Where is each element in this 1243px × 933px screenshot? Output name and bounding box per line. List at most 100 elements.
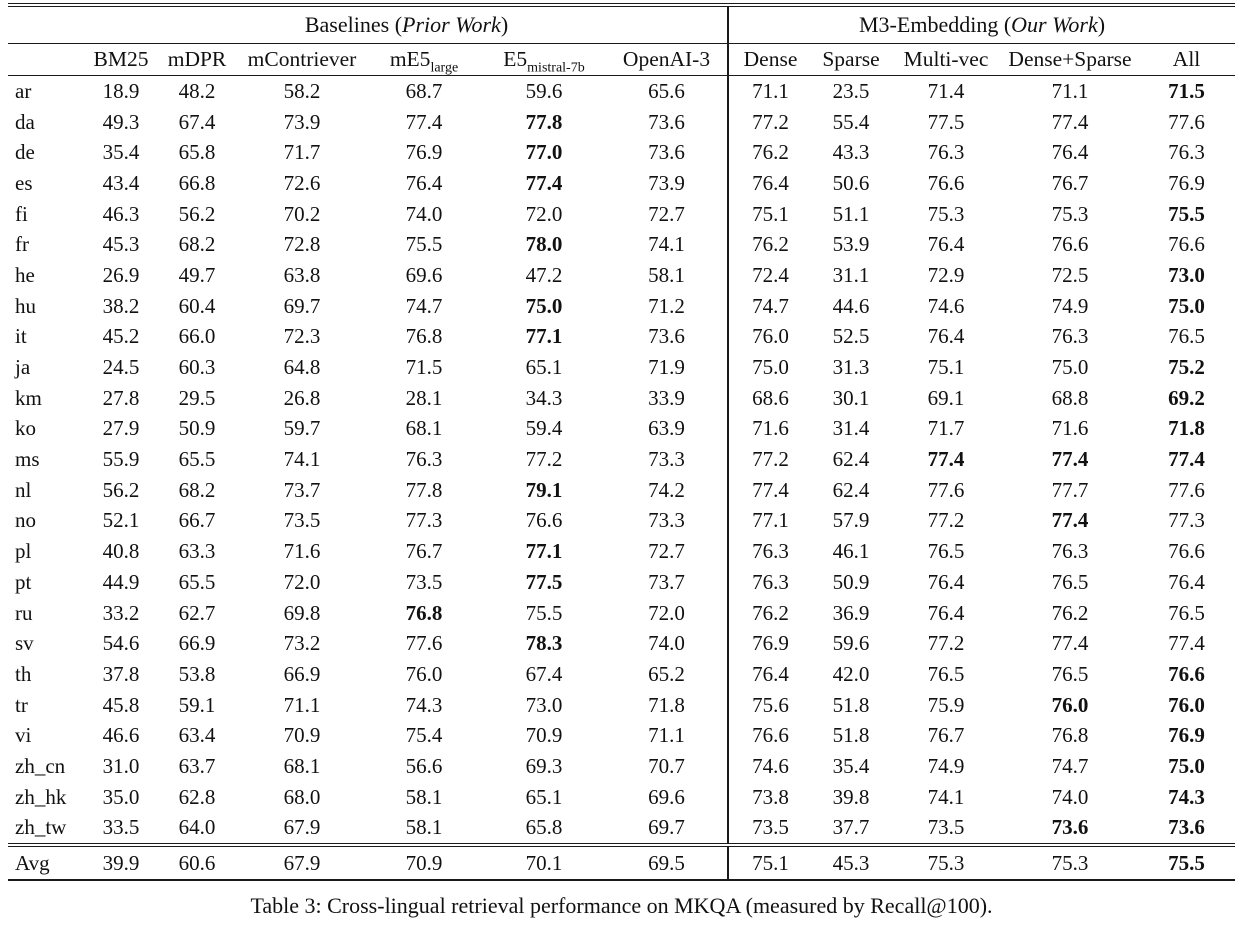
value-cell: 23.5 — [832, 78, 870, 103]
column-label: BM25 — [93, 47, 149, 71]
value-cell: 53.9 — [832, 232, 870, 257]
value-cell: 47.2 — [525, 262, 563, 287]
value-cell: 46.6 — [102, 723, 140, 748]
value-cell: 65.1 — [525, 784, 563, 809]
table-row-zh_tw: zh_tw 33.5 64.0 67.9 58.1 65.8 69.7 73.5 37.7 73.… — [8, 812, 1235, 846]
value-cell: 73.5 — [283, 508, 321, 533]
value-cell: 77.2 — [927, 631, 965, 656]
results-table: Baselines (Prior Work) M3-Embedding (Our … — [8, 3, 1236, 882]
value-cell: 72.7 — [648, 539, 685, 564]
column-label: mE5 — [389, 47, 431, 71]
table-row-es: es 43.4 66.8 72.6 76.4 77.4 73.9 76.4 50.6 76.6 76… — [8, 168, 1235, 199]
column-header-sparse: Sparse — [812, 43, 891, 76]
column-label: E5 — [503, 47, 528, 71]
value-cell: 54.6 — [102, 631, 140, 656]
value-cell: 68.6 — [727, 382, 813, 414]
table-row-sv: sv 54.6 66.9 73.2 77.6 78.3 74.0 76.9 59.6 77.2 77… — [8, 628, 1235, 660]
value-cell: 76.3 — [927, 140, 965, 165]
value-cell: 76.5 — [927, 539, 965, 564]
value-cell: 76.6 — [927, 170, 965, 195]
table-row-tr: tr 45.8 59.1 71.1 74.3 73.0 71.8 75.6 51.8 75.9 76… — [8, 689, 1235, 721]
value-cell: 76.4 — [927, 232, 965, 257]
value-cell: 77.0 — [525, 140, 563, 165]
value-cell: 77.1 — [727, 505, 813, 537]
row-label: vi — [15, 723, 32, 748]
value-cell: 76.3 — [405, 447, 443, 472]
value-cell: 69.7 — [648, 815, 685, 840]
column-label-subscript: mistral-7b — [527, 60, 585, 76]
column-header-e5: E5mistral-7b — [482, 43, 606, 76]
column-label: mContriever — [247, 47, 357, 71]
value-cell: 68.2 — [178, 232, 216, 257]
value-cell: 27.9 — [102, 416, 140, 441]
table-row-ar: ar 18.9 48.2 58.2 68.7 59.6 65.6 71.1 23.5 71.4 71… — [8, 75, 1235, 107]
value-cell: 51.8 — [832, 692, 870, 717]
column-header-dense: Dense — [727, 43, 813, 76]
value-cell: 75.5 — [1168, 201, 1205, 226]
value-cell: 40.8 — [102, 539, 140, 564]
value-cell: 72.4 — [727, 260, 813, 291]
value-cell: 77.8 — [405, 477, 443, 502]
column-header-dense-sparse: Dense+Sparse — [1002, 43, 1139, 76]
table-caption: Table 3: Cross-lingual retrieval perform… — [250, 893, 993, 918]
row-label: pt — [15, 569, 32, 594]
value-cell: 58.1 — [405, 784, 443, 809]
row-label: he — [15, 262, 35, 287]
value-cell: 77.4 — [1051, 631, 1089, 656]
value-cell: 56.2 — [178, 201, 216, 226]
value-cell: 71.4 — [927, 78, 965, 103]
value-cell: 69.7 — [283, 293, 321, 318]
value-cell: 71.1 — [648, 723, 685, 748]
value-cell: 64.0 — [178, 815, 216, 840]
value-cell: 72.3 — [283, 324, 321, 349]
value-cell: 74.7 — [1051, 753, 1089, 778]
value-cell: 76.2 — [727, 597, 813, 629]
value-cell: 74.1 — [648, 232, 685, 257]
column-label: mDPR — [167, 47, 227, 71]
value-cell: 67.9 — [238, 843, 366, 882]
row-label: ko — [15, 416, 36, 441]
value-cell: 71.1 — [283, 692, 321, 717]
column-header-all: All — [1138, 43, 1236, 76]
value-cell: 71.5 — [1168, 78, 1205, 103]
value-cell: 65.2 — [648, 661, 685, 686]
value-cell: 77.4 — [1168, 631, 1205, 656]
row-label: ms — [15, 447, 40, 472]
value-cell: 62.4 — [832, 477, 870, 502]
value-cell: 63.7 — [178, 753, 216, 778]
value-cell: 70.1 — [482, 843, 606, 882]
value-cell: 27.8 — [102, 385, 140, 410]
value-cell: 59.6 — [525, 78, 563, 103]
value-cell: 33.2 — [102, 600, 140, 625]
value-cell: 76.8 — [405, 324, 443, 349]
value-cell: 75.0 — [1168, 293, 1205, 318]
value-cell: 76.4 — [927, 569, 965, 594]
value-cell: 76.9 — [1168, 723, 1205, 748]
value-cell: 76.5 — [1168, 600, 1205, 625]
table-row-vi: vi 46.6 63.4 70.9 75.4 70.9 71.1 76.6 51.8 76.7 76… — [8, 720, 1235, 752]
value-cell: 73.0 — [525, 692, 563, 717]
row-label: zh_cn — [15, 753, 66, 778]
value-cell: 76.6 — [1168, 539, 1205, 564]
value-cell: 69.6 — [648, 784, 685, 809]
value-cell: 35.0 — [102, 784, 140, 809]
value-cell: 73.6 — [648, 109, 685, 134]
value-cell: 69.3 — [525, 753, 563, 778]
value-cell: 75.2 — [1168, 355, 1205, 380]
value-cell: 52.1 — [102, 508, 140, 533]
value-cell: 65.8 — [525, 815, 563, 840]
value-cell: 65.1 — [525, 355, 563, 380]
group-name: M3-Embedding — [859, 12, 999, 37]
value-cell: 63.3 — [178, 539, 216, 564]
value-cell: 76.8 — [405, 600, 443, 625]
value-cell: 77.2 — [927, 508, 965, 533]
value-cell: 77.4 — [1168, 447, 1205, 472]
value-cell: 56.2 — [102, 477, 140, 502]
value-cell: 50.9 — [832, 569, 870, 594]
table-row-ms: ms 55.9 65.5 74.1 76.3 77.2 73.3 77.2 62.4 77.4 77… — [8, 444, 1235, 475]
value-cell: 49.3 — [102, 109, 140, 134]
value-cell: 68.8 — [1051, 385, 1089, 410]
column-header-mdpr: mDPR — [156, 43, 238, 76]
value-cell: 77.5 — [927, 109, 965, 134]
value-cell: 72.0 — [648, 600, 685, 625]
